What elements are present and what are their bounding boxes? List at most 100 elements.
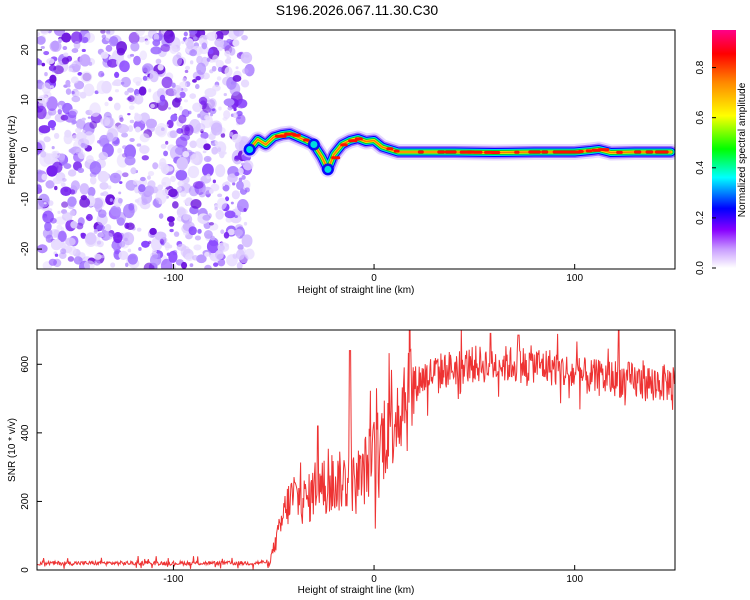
noise-blob xyxy=(215,249,224,260)
x-tick-top-label: 0 xyxy=(371,273,377,284)
noise-blob xyxy=(211,108,215,112)
colorbar-tick-label: 0.8 xyxy=(695,60,706,74)
noise-blob xyxy=(152,39,161,47)
noise-blob xyxy=(44,221,52,232)
noise-blob xyxy=(40,150,47,158)
noise-blob xyxy=(82,129,86,133)
noise-blob xyxy=(52,176,63,185)
noise-blob xyxy=(197,228,202,234)
noise-blob xyxy=(127,95,135,102)
noise-blob xyxy=(104,101,109,107)
noise-blob xyxy=(93,260,101,266)
noise-blob xyxy=(242,160,254,171)
noise-blob xyxy=(229,131,234,137)
noise-blob xyxy=(37,58,41,66)
colorbar-ticks: 0.0 0.2 0.4 0.6 0.8 xyxy=(695,60,716,275)
noise-blob xyxy=(225,196,230,202)
noise-blob xyxy=(204,264,212,269)
noise-blob xyxy=(187,165,200,179)
noise-blob xyxy=(77,167,85,174)
noise-blob xyxy=(179,91,186,99)
noise-blob xyxy=(106,30,111,35)
noise-blob xyxy=(200,131,209,140)
noise-blob xyxy=(236,180,244,190)
noise-blob xyxy=(169,130,178,139)
noise-blob xyxy=(161,76,173,89)
noise-blob xyxy=(217,193,223,198)
noise-blob xyxy=(83,260,95,269)
y-tick-bottom-label: 400 xyxy=(20,424,31,441)
noise-blob xyxy=(193,244,202,251)
noise-blob xyxy=(48,200,54,206)
noise-blob xyxy=(170,175,176,183)
y-axis-label-top: Frequency (Hz) xyxy=(7,116,18,185)
noise-blob xyxy=(209,221,215,226)
noise-blob xyxy=(134,126,141,133)
noise-blob xyxy=(234,155,241,160)
noise-blob xyxy=(42,210,54,224)
noise-blob xyxy=(189,49,197,57)
noise-blob xyxy=(87,186,96,197)
noise-blob xyxy=(71,134,81,142)
noise-blob xyxy=(88,61,93,66)
noise-blob xyxy=(206,239,219,254)
noise-blob xyxy=(182,77,187,82)
noise-blob xyxy=(75,147,84,156)
noise-blob xyxy=(79,91,87,99)
noise-blob xyxy=(196,254,207,264)
noise-blob xyxy=(206,57,211,62)
noise-blob xyxy=(208,48,214,55)
noise-blob xyxy=(109,172,122,184)
noise-blob xyxy=(68,67,73,73)
noise-blob xyxy=(192,79,197,83)
colorbar-tick-label: 0.6 xyxy=(695,110,706,124)
noise-blob xyxy=(206,31,218,41)
noise-blob xyxy=(141,155,149,161)
noise-blob xyxy=(75,127,82,134)
noise-blob xyxy=(226,38,233,44)
noise-blob xyxy=(166,216,175,223)
noise-blob xyxy=(136,143,142,147)
noise-blob xyxy=(120,81,125,85)
noise-blob xyxy=(236,199,249,213)
noise-blob xyxy=(51,126,55,131)
noise-blob xyxy=(108,36,119,47)
noise-blob xyxy=(212,54,219,63)
noise-blob xyxy=(96,224,105,231)
noise-blob xyxy=(86,155,94,163)
noise-blob xyxy=(135,30,146,36)
noise-blob xyxy=(48,258,57,266)
colorbar-label: Normalized spectral amplitude xyxy=(737,82,748,217)
colorbar-tick-label: 0.0 xyxy=(695,261,706,275)
noise-blob xyxy=(49,40,62,53)
noise-blob xyxy=(157,184,164,191)
noise-blob xyxy=(118,250,129,260)
noise-blob xyxy=(123,203,135,219)
noise-blob xyxy=(116,217,125,226)
noise-blob xyxy=(124,90,129,96)
noise-blob xyxy=(183,87,188,92)
y-tick-top-label: -20 xyxy=(20,241,31,256)
noise-blob xyxy=(178,105,183,111)
noise-blob xyxy=(89,161,102,175)
noise-blob xyxy=(174,96,182,103)
noise-blob xyxy=(155,122,168,138)
noise-blob xyxy=(98,70,105,78)
noise-blob xyxy=(67,84,71,88)
noise-blob xyxy=(150,46,162,55)
track-knob-core xyxy=(246,146,254,153)
noise-blob xyxy=(46,165,58,177)
noise-blob xyxy=(102,232,114,240)
noise-blob xyxy=(163,150,169,157)
noise-blob xyxy=(220,229,225,234)
noise-blob xyxy=(71,48,78,53)
noise-blob xyxy=(204,251,210,257)
noise-blob xyxy=(244,187,250,193)
y-tick-top-label: 20 xyxy=(20,44,31,56)
noise-blob xyxy=(129,53,135,57)
x-tick-bottom-label: 100 xyxy=(566,574,583,585)
noise-blob xyxy=(184,253,194,261)
noise-blob xyxy=(63,52,69,57)
noise-blob xyxy=(182,214,190,221)
